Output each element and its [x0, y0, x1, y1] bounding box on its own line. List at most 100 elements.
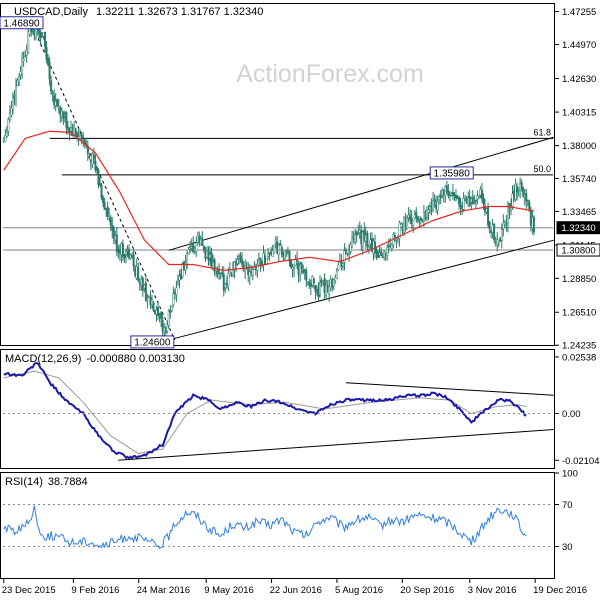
candle-body — [124, 251, 127, 256]
axis-price-box — [556, 243, 600, 257]
candle-body — [144, 282, 147, 301]
candle-body — [265, 258, 268, 266]
candle-body — [383, 251, 386, 258]
candle-body — [62, 111, 65, 119]
candle-body — [183, 261, 186, 270]
candle-body — [238, 256, 241, 259]
candle-body — [66, 127, 69, 129]
downtrend-line — [27, 16, 176, 341]
candle-body — [363, 230, 366, 240]
rsi-title: RSI(14) — [5, 476, 43, 488]
candle-body — [18, 76, 21, 83]
candle-body — [406, 218, 409, 230]
candle-body — [79, 134, 82, 139]
candle-body — [63, 114, 66, 117]
rsi-line — [3, 505, 527, 550]
price-label-box — [130, 335, 175, 349]
candle-body — [322, 280, 325, 283]
candle-body — [436, 201, 439, 211]
price-header: USDCAD,Daily 1.32211 1.32673 1.31767 1.32… — [14, 6, 263, 18]
candle-body — [374, 242, 377, 250]
candle-body — [140, 278, 143, 286]
candle-body — [241, 259, 244, 265]
candle-body — [502, 222, 505, 229]
candle-body — [228, 270, 231, 276]
candle-body — [40, 35, 43, 38]
macd-signal-line — [3, 370, 527, 455]
candle-body — [357, 232, 360, 235]
candle-body — [285, 250, 288, 253]
candle-body — [488, 221, 491, 230]
candle-body — [25, 50, 28, 56]
candle-body — [433, 199, 436, 203]
candle-body — [132, 254, 135, 267]
candle-body — [407, 214, 410, 218]
candle-body — [409, 214, 412, 221]
candle-body — [234, 261, 237, 266]
candle-body — [134, 267, 137, 277]
price-tick-label: 1.40315 — [562, 108, 596, 119]
candle-body — [147, 296, 150, 298]
price-tick-label: 1.47255 — [562, 7, 596, 18]
candle-body — [259, 257, 262, 266]
candle-body — [117, 250, 120, 253]
candle-body — [444, 186, 447, 196]
axes: 1.47255 1.44970 1.42630 1.40315 1.38000 1.357… — [2, 7, 600, 596]
candle-body — [167, 311, 170, 326]
candle-body — [254, 268, 257, 271]
candle-body — [294, 259, 297, 266]
candle-body — [479, 188, 482, 196]
candle-body — [108, 214, 111, 217]
price-tick-label: 1.38000 — [562, 141, 596, 152]
candle-body — [377, 252, 380, 259]
candle-body — [487, 206, 490, 225]
candle-body — [154, 310, 157, 314]
candle-body — [150, 299, 153, 306]
candle-body — [137, 266, 140, 281]
candle-body — [315, 291, 318, 293]
macd-values: -0.000880 0.003130 — [86, 353, 184, 365]
candle-body — [471, 196, 474, 205]
channel-line — [168, 136, 554, 251]
date-tick-label: 3 Nov 2016 — [468, 585, 517, 596]
candle-body — [213, 259, 216, 272]
candle-body — [236, 258, 239, 265]
macd-header: MACD(12,26,9) -0.000880 0.003130 — [5, 353, 185, 365]
candle-body — [22, 58, 25, 61]
candle-body — [429, 206, 432, 212]
candle-body — [308, 282, 311, 286]
candle-body — [273, 244, 276, 254]
price-label-box — [429, 166, 474, 180]
candle-body — [268, 252, 271, 255]
candle-body — [176, 282, 179, 286]
candle-body — [280, 247, 283, 255]
candle-body — [528, 201, 531, 211]
candle-body — [99, 183, 102, 186]
rsi-value: 38.7884 — [48, 476, 88, 488]
candle-body — [519, 183, 522, 192]
candle-body — [395, 239, 398, 241]
candle-body — [186, 253, 189, 266]
candle-body — [372, 240, 375, 254]
candle-body — [341, 263, 344, 267]
candle-body — [76, 132, 79, 138]
candle-body — [126, 249, 129, 252]
candle-body — [399, 222, 402, 225]
candle-body — [325, 285, 328, 296]
candle-body — [42, 32, 45, 37]
candle-body — [163, 327, 166, 333]
candle-body — [352, 237, 355, 241]
candle-body — [143, 284, 146, 289]
candle-body — [27, 31, 30, 53]
candle-body — [192, 243, 195, 253]
candle-body — [209, 254, 212, 259]
candle-body — [141, 277, 144, 291]
candle-body — [432, 200, 435, 211]
candle-body — [5, 131, 8, 137]
candle-body — [289, 259, 292, 268]
candle-body — [314, 285, 317, 292]
macd-panel-frame — [0, 349, 555, 469]
candle-body — [456, 197, 459, 200]
candle-body — [378, 252, 381, 256]
candle-body — [344, 249, 347, 253]
